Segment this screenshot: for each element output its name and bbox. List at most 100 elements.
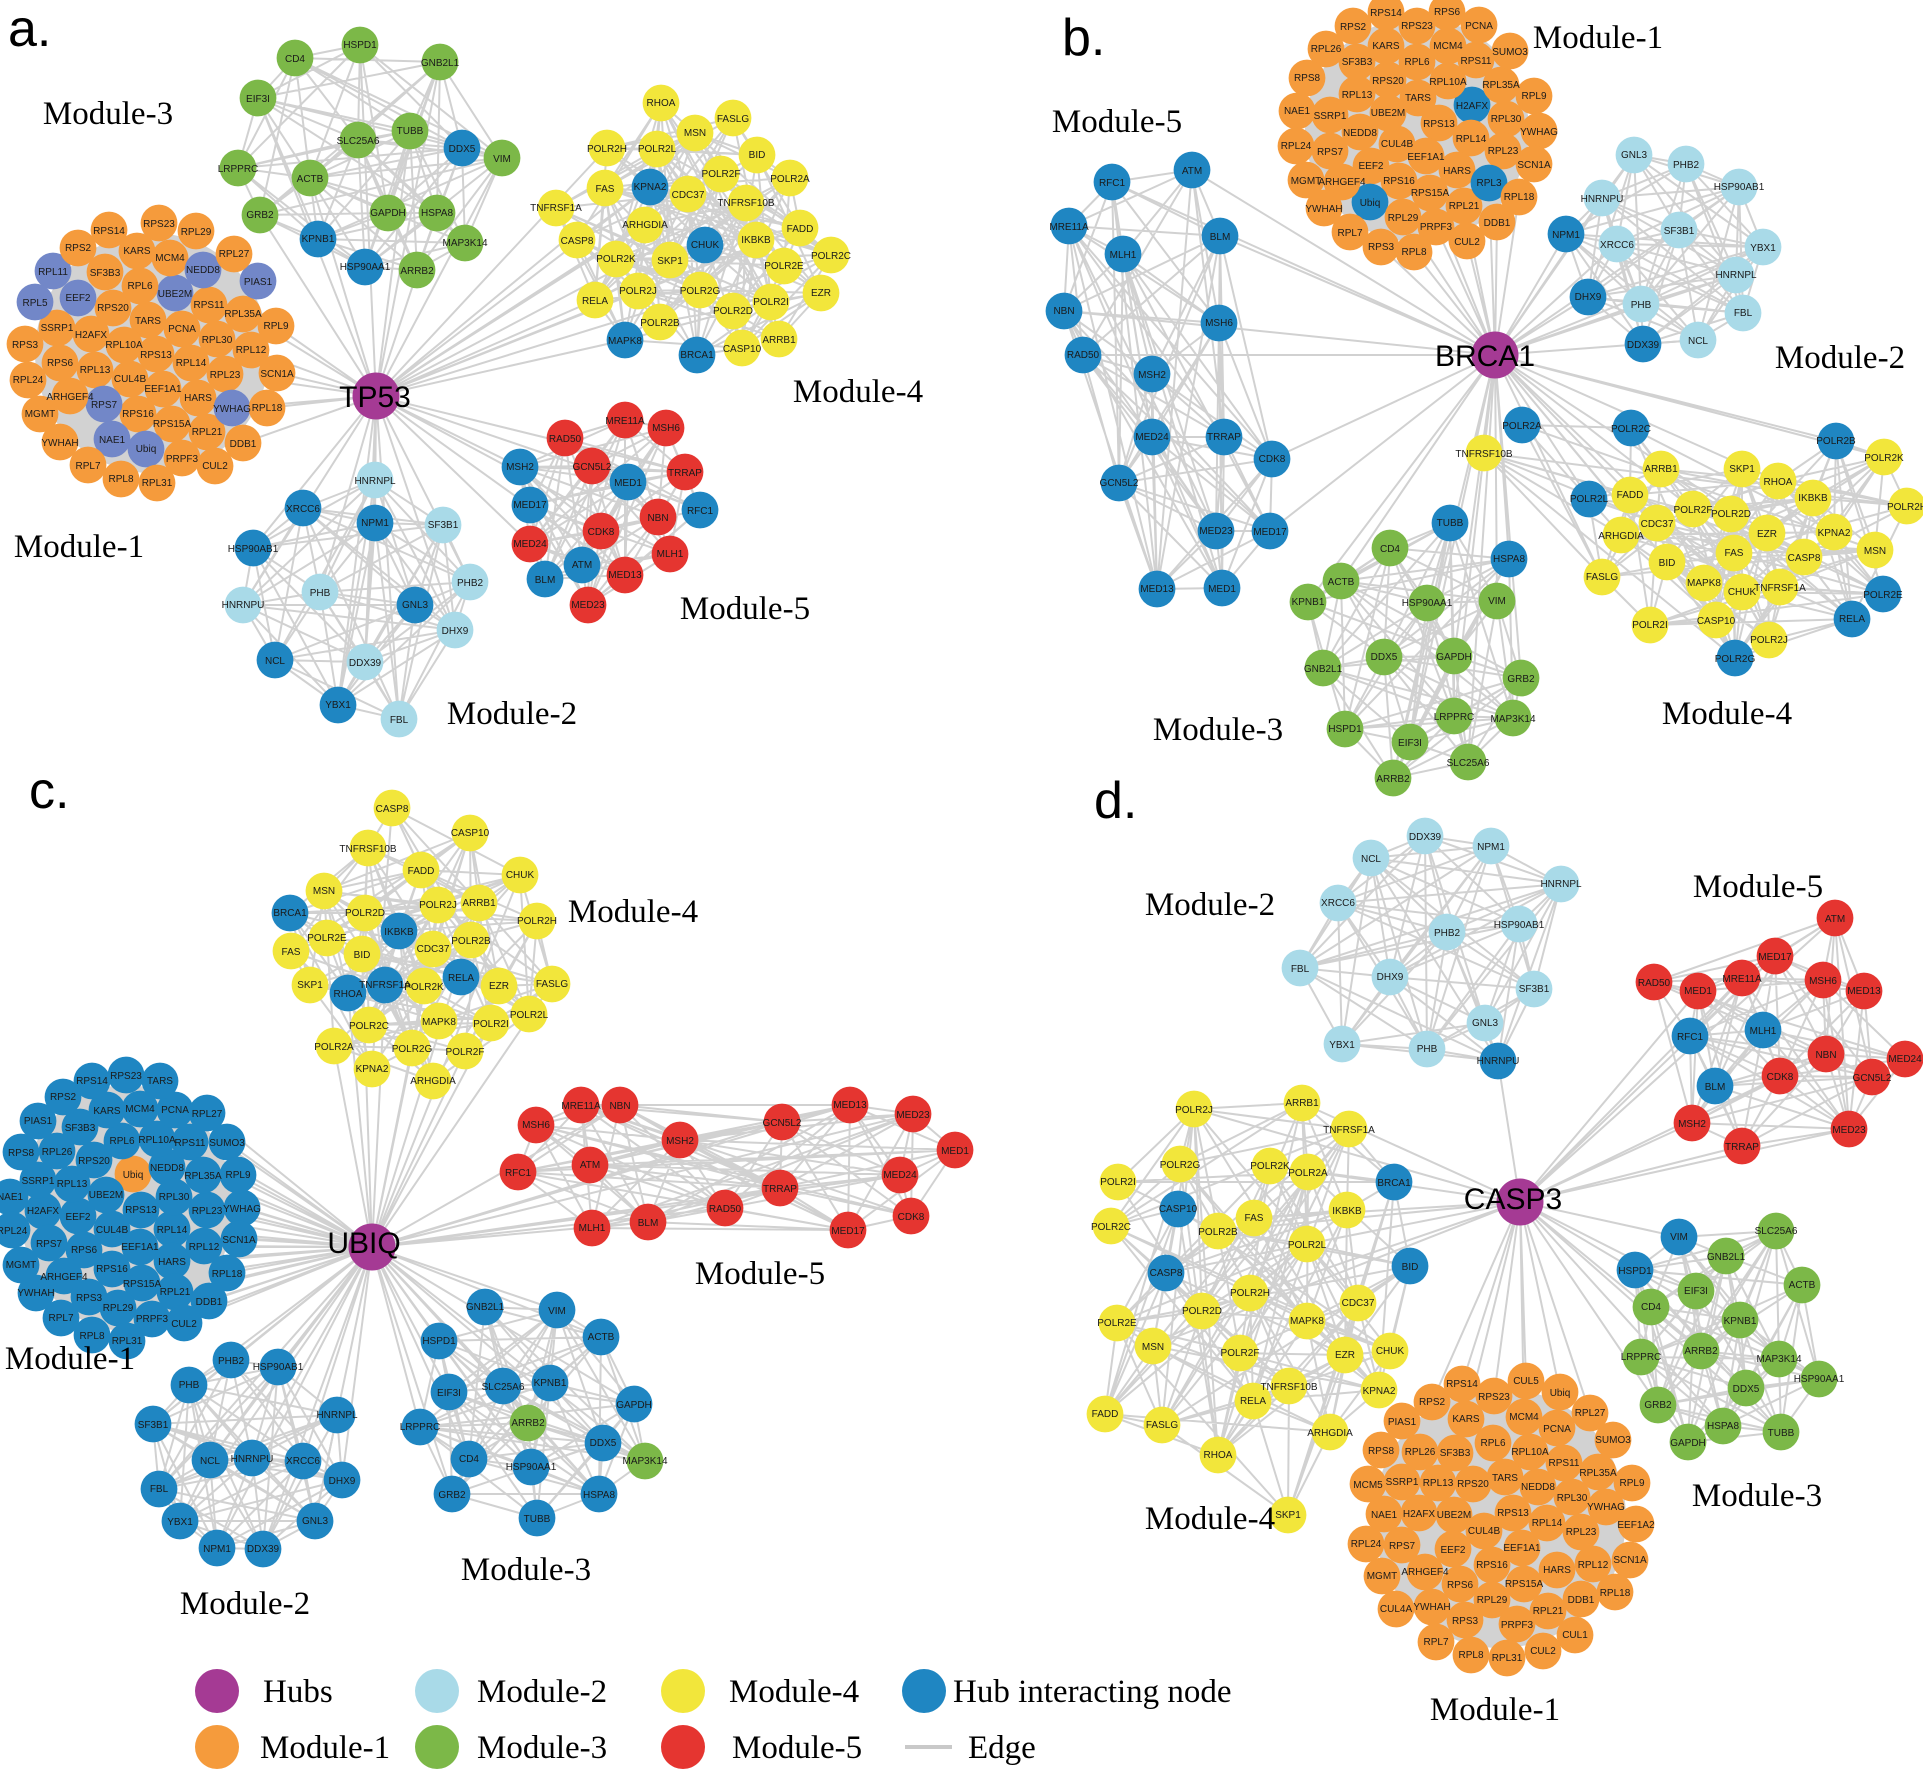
svg-text:RPL10A: RPL10A: [1429, 77, 1467, 88]
svg-text:NAE1: NAE1: [1371, 1510, 1398, 1521]
svg-text:GCN5L2: GCN5L2: [1853, 1073, 1892, 1084]
svg-text:HSPA8: HSPA8: [421, 208, 453, 219]
svg-text:GNB2L1: GNB2L1: [1707, 1252, 1746, 1263]
svg-text:SSRP1: SSRP1: [41, 323, 74, 334]
svg-text:MAP3K14: MAP3K14: [622, 1456, 667, 1467]
svg-text:HSP90AB1: HSP90AB1: [1714, 182, 1765, 193]
svg-text:MED13: MED13: [1847, 986, 1881, 997]
svg-text:RPL13: RPL13: [1423, 1478, 1454, 1489]
svg-text:CUL4B: CUL4B: [114, 374, 147, 385]
svg-text:PCNA: PCNA: [1543, 1424, 1571, 1435]
svg-text:CDK8: CDK8: [588, 527, 615, 538]
svg-text:ARHGDIA: ARHGDIA: [1307, 1428, 1353, 1439]
svg-text:EEF2: EEF2: [1440, 1545, 1465, 1556]
svg-text:CASP8: CASP8: [1150, 1268, 1183, 1279]
svg-text:YWHAG: YWHAG: [213, 404, 251, 415]
svg-text:PCNA: PCNA: [168, 324, 196, 335]
svg-text:CDC37: CDC37: [417, 944, 450, 955]
svg-text:d.: d.: [1094, 772, 1137, 830]
svg-text:ARRB1: ARRB1: [1285, 1098, 1319, 1109]
svg-text:RPS20: RPS20: [78, 1156, 110, 1167]
svg-text:HSPA8: HSPA8: [583, 1490, 615, 1501]
svg-text:GNL3: GNL3: [1621, 150, 1648, 161]
svg-text:RPS15A: RPS15A: [123, 1279, 162, 1290]
svg-text:H2AFX: H2AFX: [27, 1206, 60, 1217]
svg-text:EIF3I: EIF3I: [246, 94, 270, 105]
svg-text:RPL13: RPL13: [57, 1179, 88, 1190]
svg-text:KPNB1: KPNB1: [302, 234, 335, 245]
svg-text:MSH2: MSH2: [1678, 1119, 1706, 1130]
svg-text:GCN5L2: GCN5L2: [573, 462, 612, 473]
svg-text:MED24: MED24: [1888, 1054, 1922, 1065]
svg-text:c.: c.: [29, 762, 69, 820]
svg-text:RPL12: RPL12: [1578, 1560, 1609, 1571]
svg-text:CASP3: CASP3: [1464, 1183, 1562, 1216]
svg-text:ARRB2: ARRB2: [400, 266, 434, 277]
svg-text:POLR2A: POLR2A: [1288, 1168, 1328, 1179]
svg-text:RFC1: RFC1: [505, 1168, 532, 1179]
svg-text:NEDD8: NEDD8: [186, 265, 220, 276]
svg-text:HARS: HARS: [1543, 1565, 1571, 1576]
svg-text:RPL21: RPL21: [192, 427, 223, 438]
svg-text:POLR2J: POLR2J: [1750, 635, 1788, 646]
svg-text:HSPA8: HSPA8: [1493, 554, 1525, 565]
svg-text:NEDD8: NEDD8: [150, 1163, 184, 1174]
svg-text:ATM: ATM: [572, 560, 592, 571]
svg-text:MSH2: MSH2: [506, 462, 534, 473]
svg-text:RPL14: RPL14: [1456, 134, 1487, 145]
svg-text:YBX1: YBX1: [1329, 1040, 1355, 1051]
svg-text:RPS2: RPS2: [50, 1092, 77, 1103]
svg-text:CASP10: CASP10: [1159, 1204, 1198, 1215]
svg-text:YBX1: YBX1: [167, 1517, 193, 1528]
svg-text:EZR: EZR: [811, 288, 831, 299]
svg-text:RPL7: RPL7: [1423, 1637, 1448, 1648]
svg-text:DDX5: DDX5: [590, 1438, 617, 1449]
svg-text:EIF3I: EIF3I: [1398, 738, 1422, 749]
svg-text:HNRNPL: HNRNPL: [1715, 270, 1757, 281]
svg-text:RPL24: RPL24: [1281, 141, 1312, 152]
svg-text:NCL: NCL: [200, 1456, 220, 1467]
svg-text:RPL23: RPL23: [192, 1206, 223, 1217]
svg-text:RPL6: RPL6: [109, 1136, 134, 1147]
svg-text:RPS6: RPS6: [47, 358, 74, 369]
svg-text:RPS14: RPS14: [1446, 1379, 1478, 1390]
svg-text:POLR2J: POLR2J: [419, 900, 457, 911]
svg-text:GNB2L1: GNB2L1: [1304, 664, 1343, 675]
svg-text:POLR2G: POLR2G: [1715, 654, 1756, 665]
svg-text:BID: BID: [749, 150, 766, 161]
svg-text:FAS: FAS: [1725, 548, 1744, 559]
svg-text:Ubiq: Ubiq: [136, 444, 157, 455]
svg-text:EEF2: EEF2: [1358, 161, 1383, 172]
svg-text:FADD: FADD: [1617, 490, 1644, 501]
svg-text:SKP1: SKP1: [1275, 1510, 1301, 1521]
svg-text:SF3B3: SF3B3: [90, 268, 121, 279]
svg-text:BID: BID: [1402, 1262, 1419, 1273]
svg-text:RPS23: RPS23: [1478, 1392, 1510, 1403]
svg-text:MGMT: MGMT: [1291, 176, 1322, 187]
svg-text:RELA: RELA: [582, 296, 608, 307]
svg-text:GRB2: GRB2: [246, 210, 274, 221]
svg-text:RPL14: RPL14: [176, 358, 207, 369]
svg-text:RPL27: RPL27: [192, 1109, 223, 1120]
svg-text:RPS8: RPS8: [1294, 73, 1321, 84]
svg-text:MLH1: MLH1: [1110, 250, 1137, 261]
svg-text:FADD: FADD: [787, 224, 814, 235]
svg-text:CHUK: CHUK: [1728, 587, 1757, 598]
svg-text:SCN1A: SCN1A: [1613, 1555, 1647, 1566]
svg-text:RPL21: RPL21: [1449, 201, 1480, 212]
svg-text:HNRNPU: HNRNPU: [231, 1454, 274, 1465]
svg-text:ARHGEF4: ARHGEF4: [40, 1272, 88, 1283]
svg-text:POLR2L: POLR2L: [1570, 494, 1609, 505]
svg-text:BRCA1: BRCA1: [680, 350, 714, 361]
svg-text:NBN: NBN: [1053, 306, 1074, 317]
svg-text:POLR2K: POLR2K: [596, 254, 636, 265]
svg-text:PHB2: PHB2: [218, 1356, 245, 1367]
svg-text:MSH2: MSH2: [666, 1136, 694, 1147]
svg-text:KPNB1: KPNB1: [1292, 597, 1325, 608]
svg-text:MED13: MED13: [833, 1100, 867, 1111]
svg-text:TUBB: TUBB: [1768, 1428, 1795, 1439]
svg-text:HSPD1: HSPD1: [343, 40, 377, 51]
svg-text:RHOA: RHOA: [1204, 1450, 1233, 1461]
svg-text:PHB2: PHB2: [1434, 928, 1461, 939]
svg-text:GNB2L1: GNB2L1: [466, 1302, 505, 1313]
